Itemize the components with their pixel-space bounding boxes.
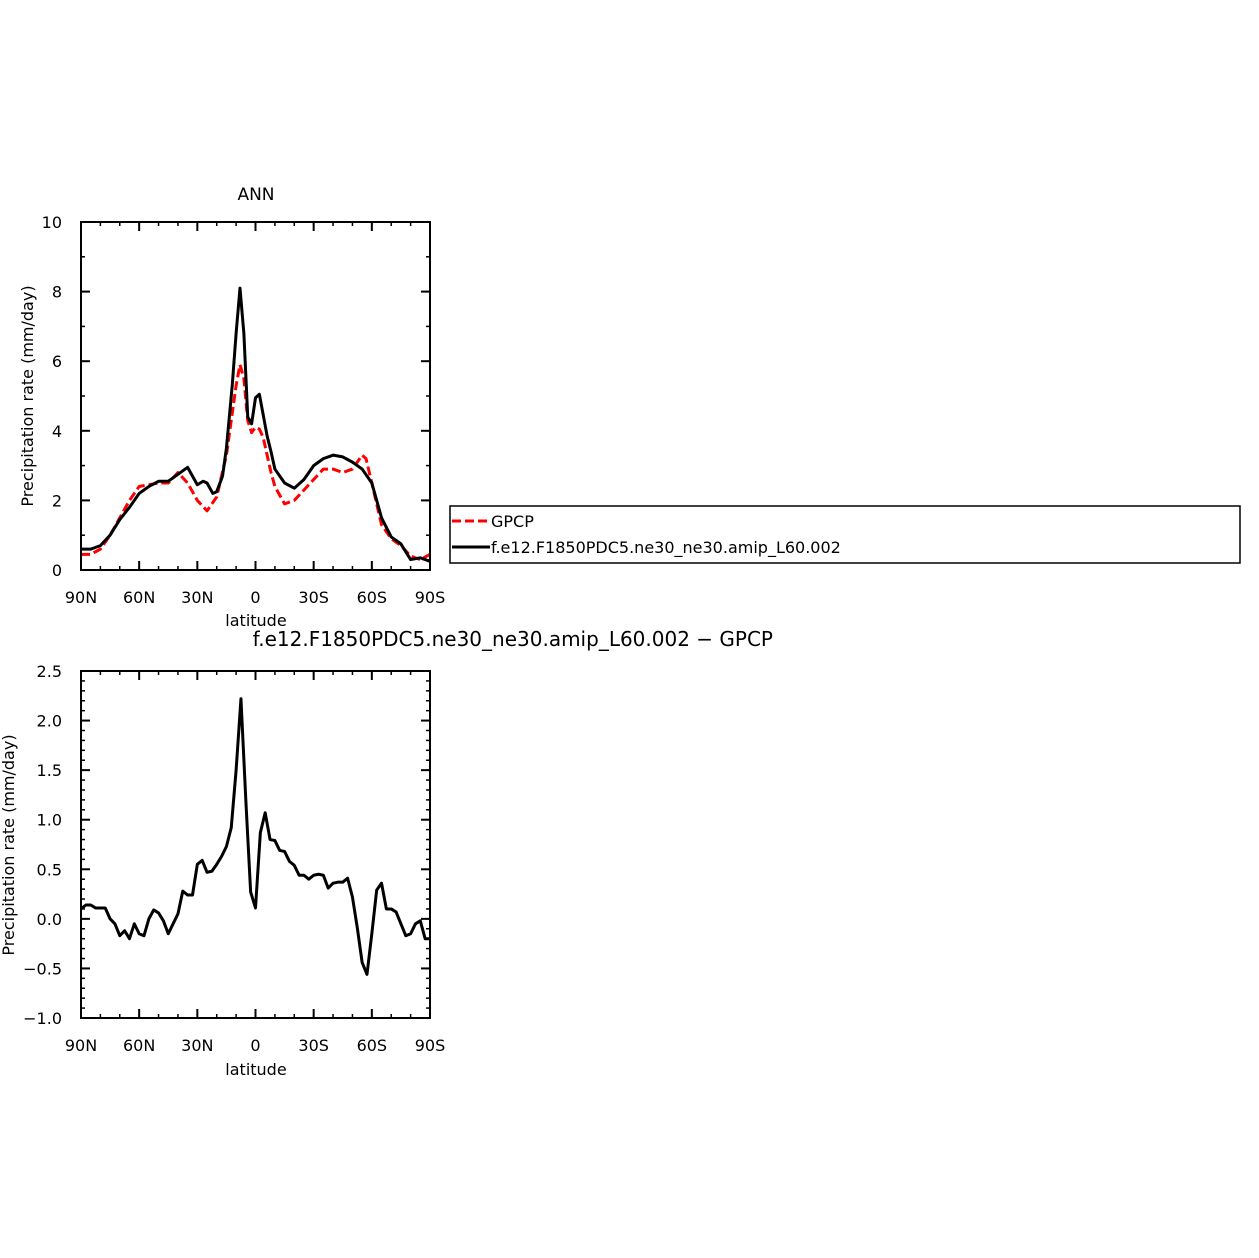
panel-1-x-tick-label: 30S — [298, 588, 329, 607]
panel-1-x-tick-label: 30N — [181, 588, 213, 607]
panel-2-title: f.e12.F1850PDC5.ne30_ne30.amip_L60.002 −… — [253, 627, 773, 651]
panel-2-y-tick-label: −0.5 — [23, 959, 62, 978]
panel-2-y-axis-label: Precipitation rate (mm/day) — [0, 734, 18, 955]
panel-2-x-tick-label: 60N — [123, 1036, 155, 1055]
panel-1-series-line-1 — [81, 363, 431, 562]
panel-2-x-tick-label: 60S — [357, 1036, 388, 1055]
panel-1-x-tick-label: 90S — [415, 588, 446, 607]
panel-1-y-tick-label: 6 — [52, 352, 62, 371]
panel-2-y-tick-label: 1.0 — [37, 811, 62, 830]
panel-2-y-tick-label: 2.5 — [37, 662, 62, 681]
panel-1-plot-frame — [80, 221, 431, 571]
panel-2-x-tick-label: 30N — [181, 1036, 213, 1055]
panel-1-y-tick-label: 8 — [52, 283, 62, 302]
panel-2-y-tick-label: 1.5 — [37, 761, 62, 780]
panel-2-x-tick-label: 0 — [250, 1036, 260, 1055]
panel-1-title: ANN — [237, 185, 274, 205]
panel-1-x-tick-label: 60N — [123, 588, 155, 607]
panel-1-y-axis-label: Precipitation rate (mm/day) — [18, 285, 37, 506]
panel-1-series — [81, 286, 431, 563]
panel-1-x-axis-label: latitude — [225, 611, 286, 630]
panel-2-ticks: 90N 60N 30N 0 30S 60S 90S −1.0 −0.5 0.0 0.5 1.0 1.5 2… — [23, 662, 445, 1055]
difference-panel: f.e12.F1850PDC5.ne30_ne30.amip_L60.002 −… — [0, 627, 773, 1079]
panel-2-series-line-1 — [80, 697, 430, 976]
panel-1-x-tick-label: 0 — [250, 588, 260, 607]
panel-1-x-tick-label: 90N — [65, 588, 97, 607]
panel-2-y-tick-label: 0.0 — [37, 910, 62, 929]
panel-2-y-tick-label: 0.5 — [37, 860, 62, 879]
panel-2-x-axis-label: latitude — [225, 1060, 286, 1079]
legend: GPCP f.e12.F1850PDC5.ne30_ne30.amip_L60.… — [449, 505, 1241, 564]
panel-1-series-line-2 — [81, 286, 431, 563]
panel-2-y-tick-label: −1.0 — [23, 1009, 62, 1028]
panel-1-x-tick-label: 60S — [357, 588, 388, 607]
panel-2-x-tick-label: 90S — [415, 1036, 446, 1055]
panel-1-y-tick-label: 0 — [52, 561, 62, 580]
legend-box — [449, 505, 1241, 564]
panel-2-series — [80, 697, 430, 976]
legend-label-gpcp: GPCP — [491, 512, 534, 531]
panel-1-y-tick-label: 2 — [52, 491, 62, 510]
panel-1-y-tick-label: 10 — [42, 213, 62, 232]
panel-2-y-tick-label: 2.0 — [37, 712, 62, 731]
panel-2-plot-frame — [80, 670, 431, 1019]
panel-1-ticks: 90N 60N 30N 0 30S 60S 90S 0 2 4 6 8 10 — [42, 213, 446, 607]
annual-mean-panel: ANN Precipitation rate (mm/day) latitude… — [18, 185, 445, 630]
panel-2-x-tick-label: 30S — [298, 1036, 329, 1055]
legend-label-model: f.e12.F1850PDC5.ne30_ne30.amip_L60.002 — [491, 538, 841, 558]
panel-2-x-tick-label: 90N — [65, 1036, 97, 1055]
panel-1-y-tick-label: 4 — [52, 422, 62, 441]
